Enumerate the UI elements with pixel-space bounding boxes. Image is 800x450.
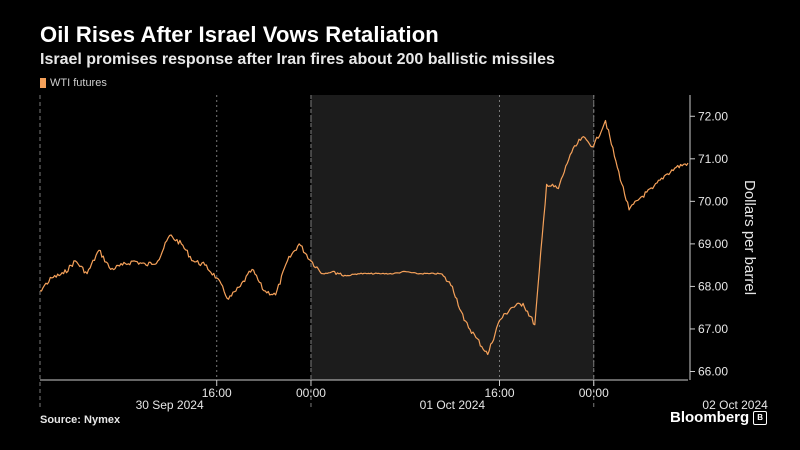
axis-layer: 16:00 00:00 16:00 00:00 30 Sep 2024 01 Oct 20…	[40, 95, 768, 412]
x-time-tick-label: 00:00	[579, 386, 609, 400]
legend-label: WTI futures	[50, 77, 107, 89]
bloomberg-icon: B	[753, 410, 768, 425]
chart-subtitle: Israel promises response after Iran fire…	[40, 51, 555, 68]
grid-layer	[39, 95, 595, 410]
x-time-tick-label: 16:00	[484, 386, 514, 400]
wti-futures-line	[39, 119, 689, 356]
y-tick-label: 66.00	[698, 364, 728, 378]
legend: WTI futures	[40, 77, 107, 89]
x-date-label: 30 Sep 2024	[136, 398, 204, 412]
series-layer	[39, 119, 689, 356]
y-tick-label: 72.00	[698, 109, 728, 123]
y-tick-label: 70.00	[698, 194, 728, 208]
shaded-day-band	[310, 95, 594, 380]
x-date-label: 01 Oct 2024	[420, 398, 486, 412]
x-date-label: 02 Oct 2024	[702, 398, 768, 412]
legend-swatch	[40, 78, 46, 88]
y-tick-label: 67.00	[698, 322, 728, 336]
x-time-tick-label: 16:00	[202, 386, 232, 400]
y-tick-label: 68.00	[698, 279, 728, 293]
brand-text: Bloomberg	[670, 409, 750, 426]
y-axis-label: Dollars per barrel	[741, 180, 758, 295]
source-note: Source: Nymex	[40, 414, 121, 426]
x-time-tick-label: 00:00	[296, 386, 326, 400]
bloomberg-logo: Bloomberg B	[670, 409, 768, 426]
y-tick-label: 69.00	[698, 237, 728, 251]
chart-title: Oil Rises After Israel Vows Retaliation	[40, 22, 439, 47]
background-layer	[310, 95, 594, 380]
y-tick-label: 71.00	[698, 152, 728, 166]
